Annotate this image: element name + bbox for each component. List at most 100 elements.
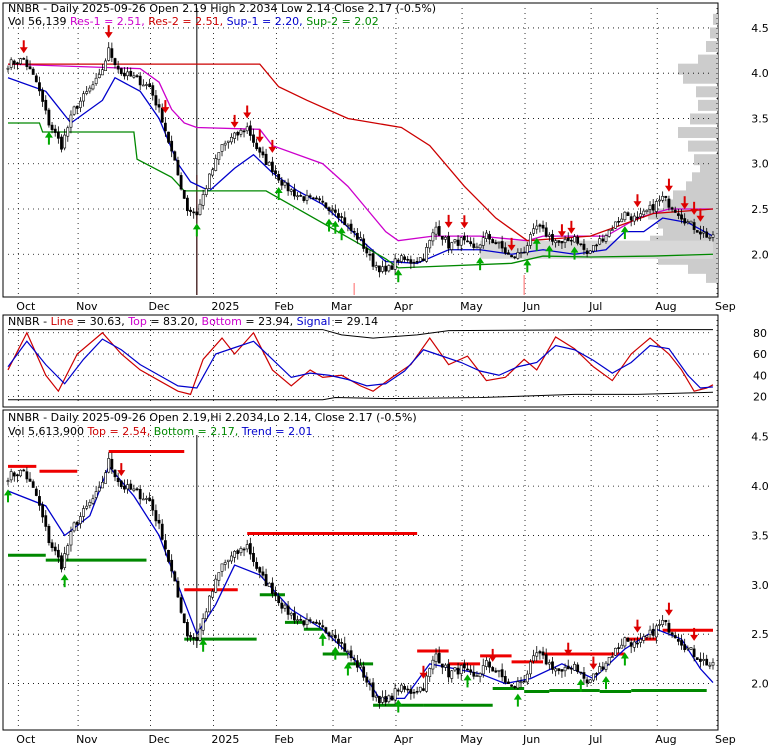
price-candle-body [311, 197, 315, 200]
price-down-arrow [255, 136, 264, 143]
price-candle-body [444, 236, 447, 240]
price-candle-body [343, 217, 347, 226]
trend-candle-body [623, 637, 627, 647]
price-candle-body [261, 151, 265, 156]
trend-up-arrow [199, 638, 208, 645]
trend-candle-body [705, 658, 709, 666]
volume-profile-bar [696, 86, 718, 98]
trend-down-arrow [117, 470, 126, 477]
trend-candle-body [418, 686, 422, 692]
trend-candle-body [481, 665, 485, 675]
trend-candle-body [50, 542, 54, 548]
price-candle-body [346, 224, 350, 227]
trend-candle-body [337, 638, 340, 644]
price-candle-body [163, 122, 167, 132]
trend-tick-label: 3.5 [751, 529, 769, 542]
trend-candle-body [711, 662, 715, 666]
trend-tick-label: 2.5 [751, 628, 769, 641]
trend-candle-body [610, 656, 614, 658]
price-down-arrow [664, 185, 673, 192]
trend-candle-body [101, 481, 104, 489]
trend-candle-body [428, 668, 432, 677]
trend-up-arrow [601, 676, 610, 683]
trend-candle-body [658, 624, 661, 626]
price-candle-body [123, 72, 126, 77]
price-up-arrow [570, 246, 579, 253]
price-candle-body [510, 255, 513, 258]
price-candle-body [226, 140, 230, 143]
stochastic-panel-title: NNBR - Line = 30.63, Top = 83.20, Bottom… [8, 315, 378, 328]
price-candle-body [651, 204, 655, 211]
trend-candle-body [280, 602, 284, 609]
trend-x-tick-label: 2025 [211, 733, 239, 745]
price-candle-body [132, 75, 136, 78]
price-candle-body [85, 91, 89, 94]
price-candle-body [47, 109, 51, 126]
trend-candle-body [699, 658, 702, 662]
price-candle-body [252, 134, 255, 143]
price-candle-body [97, 74, 101, 79]
trend-candle-body [255, 561, 259, 569]
line-top [8, 329, 713, 339]
trend-candle-body [529, 661, 532, 675]
trend-down-arrow [690, 634, 699, 641]
trend-candle-body [85, 505, 89, 509]
trend-candle-body [104, 472, 107, 484]
price-down-arrow [557, 231, 566, 238]
price-down-arrow [567, 227, 576, 234]
trend-candle-body [179, 597, 183, 613]
price-candle-body [110, 48, 114, 58]
price-candle-body [66, 127, 70, 137]
price-candle-body [390, 265, 394, 270]
price-candle-body [588, 250, 592, 254]
trend-candle-body [201, 618, 205, 631]
price-candle-body [185, 197, 189, 212]
volume-profile-bar [686, 181, 718, 193]
trend-candle-body [437, 652, 441, 664]
trend-candle-body [661, 620, 665, 626]
price-candle-body [333, 209, 337, 213]
trend-candle-body [217, 572, 221, 581]
trend-candle-body [91, 498, 95, 504]
price-candle-body [667, 198, 671, 208]
price-candle-body [573, 236, 576, 243]
price-candle-body [195, 211, 199, 216]
trend-candle-body [676, 639, 680, 642]
trend-candle-body [245, 544, 249, 550]
trend-candle-body [393, 688, 397, 701]
trend-panel-legend: Vol 5,613,900 Top = 2.54, Bottom = 2.17,… [8, 425, 313, 438]
trend-candle-body [170, 559, 174, 572]
price-candle-body [126, 71, 129, 77]
trend-candle-body [352, 658, 356, 660]
trend-candle-body [6, 480, 10, 482]
trend-candle-body [620, 644, 624, 649]
trend-candle-body [513, 686, 517, 688]
line-res-2 [8, 63, 714, 242]
trend-candle-body [267, 582, 271, 587]
trend-candle-body [374, 695, 378, 698]
trend-candle-body [189, 635, 192, 638]
trend-candle-body [579, 671, 583, 674]
price-candle-body [377, 265, 381, 273]
price-candle-body [400, 255, 403, 262]
trend-x-tick-label: Mar [331, 733, 352, 745]
trend-down-arrow [664, 609, 673, 616]
trend-candle-body [123, 485, 126, 490]
price-x-tick-label: Aug [655, 300, 676, 313]
trend-tick-label: 2.0 [751, 678, 769, 691]
price-candle-body [422, 258, 425, 261]
price-candle-body [176, 160, 180, 176]
trend-candle-body [629, 642, 633, 647]
trend-candle-body [551, 661, 554, 670]
price-candle-body [302, 196, 306, 201]
price-candle-body [236, 131, 240, 136]
line-signal [7, 338, 714, 389]
price-down-arrow [460, 222, 469, 229]
trend-candle-body [116, 477, 120, 483]
trend-candle-body [368, 683, 372, 685]
price-candle-body [107, 47, 111, 61]
price-candle-body [551, 233, 554, 242]
price-candle-body [440, 235, 444, 240]
stochastic-legend-part-8: = 29.14 [330, 315, 378, 328]
trend-candle-body [355, 660, 359, 668]
